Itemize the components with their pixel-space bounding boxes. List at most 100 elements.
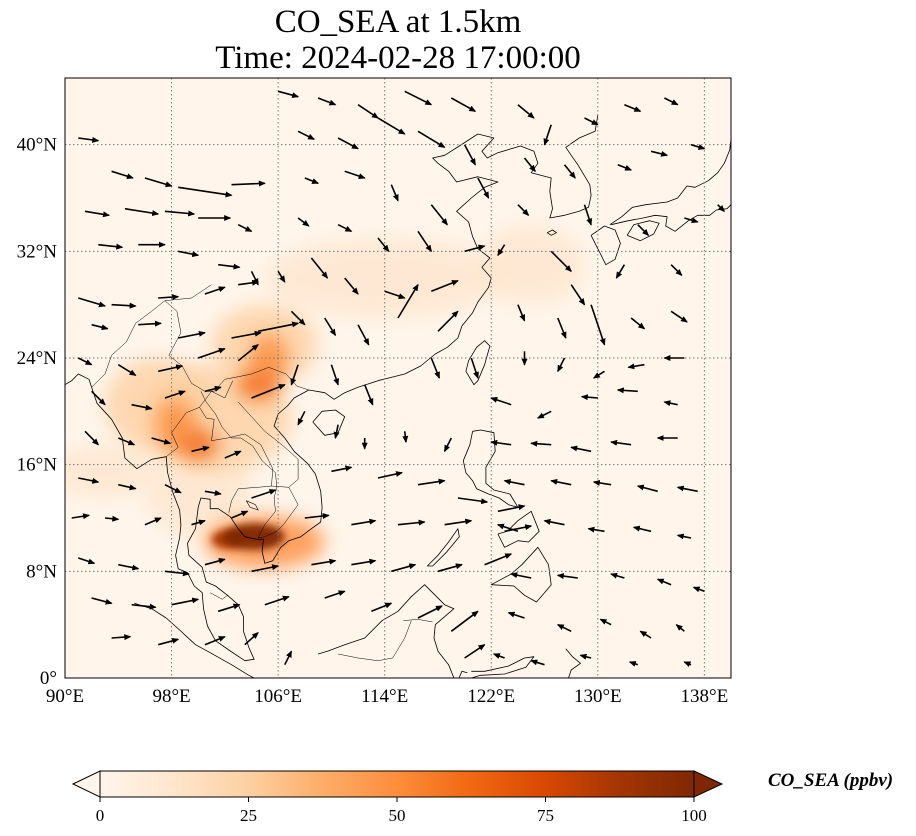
wind-arrow — [616, 387, 638, 394]
wind-arrow — [557, 317, 567, 339]
wind-vectors — [71, 90, 726, 668]
wind-arrow — [197, 347, 226, 359]
wind-arrow — [402, 431, 409, 443]
coastline-vietnam — [65, 373, 323, 662]
wind-arrow — [158, 294, 180, 301]
wind-arrow — [337, 137, 359, 150]
wind-arrow — [91, 390, 106, 406]
coastline-luzon — [462, 429, 519, 508]
wind-arrow — [537, 410, 552, 419]
wind-arrow — [397, 283, 419, 319]
wind-arrow — [507, 611, 525, 619]
coastline-honshu — [609, 128, 731, 226]
wind-arrow — [670, 264, 683, 277]
wind-arrow — [437, 563, 463, 573]
wind-arrow — [390, 184, 399, 202]
wind-arrow — [470, 357, 479, 379]
wind-arrow — [530, 659, 545, 666]
lat-tick-label: 8°N — [26, 561, 57, 582]
wind-arrow — [264, 595, 290, 606]
wind-arrow — [690, 143, 706, 150]
wind-arrow — [492, 653, 505, 659]
concentration-plume — [178, 428, 219, 461]
wind-arrow — [117, 364, 137, 376]
wind-arrow — [450, 97, 477, 112]
wind-arrow — [224, 450, 242, 459]
wind-arrow — [304, 512, 330, 519]
lat-tick-label: 16°N — [17, 455, 58, 476]
wind-arrow — [490, 439, 512, 446]
wind-arrow — [98, 243, 124, 250]
wind-arrow — [204, 286, 226, 295]
wind-arrow — [344, 277, 359, 295]
wind-arrow — [617, 163, 633, 171]
wind-arrow — [717, 204, 726, 213]
wind-arrow — [592, 370, 605, 379]
wind-arrow — [251, 383, 286, 399]
wind-arrow — [111, 170, 134, 180]
wind-arrow — [277, 270, 286, 283]
wind-arrow — [164, 570, 190, 577]
wind-arrow — [570, 284, 586, 306]
wind-arrow — [310, 257, 329, 279]
wind-arrow — [231, 330, 262, 339]
wind-arrow — [144, 517, 162, 526]
wind-arrow — [237, 223, 253, 233]
wind-arrow — [430, 204, 448, 226]
wind-arrow — [464, 644, 486, 659]
wind-arrow — [636, 484, 658, 493]
wind-arrow — [238, 279, 260, 286]
wind-arrow — [71, 513, 90, 520]
wind-arrow — [587, 526, 605, 533]
wind-arrow — [164, 483, 182, 494]
wind-arrow — [417, 478, 446, 486]
wind-arrow — [656, 578, 672, 586]
wind-arrow — [463, 144, 477, 166]
wind-arrow — [550, 250, 572, 273]
wind-arrow — [363, 384, 374, 406]
wind-arrow — [251, 564, 280, 573]
wind-arrow — [384, 290, 406, 299]
concentration-plume — [65, 444, 159, 498]
wind-arrow — [158, 364, 184, 373]
wind-arrow — [496, 523, 519, 533]
wind-arrow — [663, 400, 678, 407]
wind-arrow — [457, 497, 489, 505]
wind-arrow — [218, 263, 241, 270]
coastline-sulawesi — [471, 656, 535, 678]
colorbar-extend-max — [693, 770, 724, 798]
concentration-plume — [477, 224, 585, 305]
wind-arrow — [284, 650, 293, 666]
wind-arrow — [131, 603, 157, 610]
lat-tick-label: 40°N — [17, 135, 58, 156]
wind-arrow — [191, 445, 210, 453]
wind-arrow — [204, 557, 226, 566]
coastline-taiwan — [465, 340, 491, 386]
wind-arrow — [344, 170, 366, 179]
wind-arrow — [391, 563, 417, 573]
wind-arrow — [277, 90, 300, 99]
wind-arrow — [231, 180, 266, 187]
gridlines — [65, 78, 731, 678]
wind-arrow — [443, 437, 453, 453]
coastline-jeju — [546, 229, 557, 236]
wind-arrow — [484, 553, 513, 566]
wind-arrow — [131, 403, 153, 411]
wind-arrow — [304, 177, 320, 185]
wind-arrow — [78, 557, 96, 565]
colorbar-extend-min — [71, 770, 101, 798]
wind-arrow — [171, 597, 200, 606]
coastline-china-coast — [308, 133, 521, 400]
wind-arrow — [84, 210, 110, 218]
lon-tick-label: 138°E — [681, 686, 729, 707]
wind-arrow — [639, 630, 652, 639]
wind-arrow — [676, 485, 698, 493]
country-border — [210, 592, 228, 600]
colorbar-tick-label: 75 — [537, 806, 554, 825]
wind-arrow — [357, 104, 379, 119]
colorbar-tick-label: 50 — [389, 806, 406, 825]
wind-arrow — [517, 204, 530, 217]
wind-arrow — [111, 302, 137, 309]
wind-arrow — [164, 390, 186, 399]
